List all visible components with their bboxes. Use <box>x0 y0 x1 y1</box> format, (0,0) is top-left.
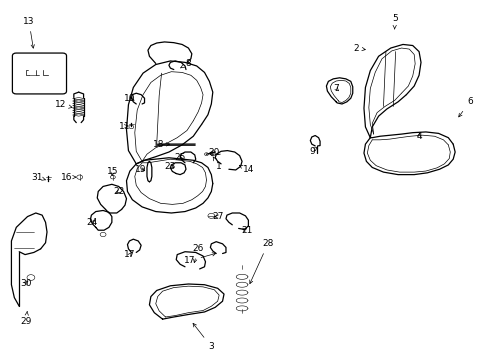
Text: 5: 5 <box>391 14 397 29</box>
FancyBboxPatch shape <box>12 53 66 94</box>
Text: 10: 10 <box>124 94 135 103</box>
Text: 22: 22 <box>113 187 124 196</box>
Text: 29: 29 <box>20 311 32 326</box>
Text: 31: 31 <box>31 173 46 182</box>
Text: 24: 24 <box>86 218 98 227</box>
Text: 8: 8 <box>180 59 191 68</box>
Text: 12: 12 <box>54 100 72 109</box>
Text: 23: 23 <box>164 162 176 171</box>
Text: 17: 17 <box>124 250 135 259</box>
Text: 11: 11 <box>119 122 130 131</box>
Text: 21: 21 <box>241 226 252 235</box>
Text: 9: 9 <box>308 147 317 156</box>
Text: 20: 20 <box>208 148 220 157</box>
Text: 3: 3 <box>193 323 214 351</box>
Text: 4: 4 <box>415 132 421 141</box>
Text: 1: 1 <box>213 157 222 171</box>
Text: 15: 15 <box>107 167 119 176</box>
Text: 13: 13 <box>23 17 35 48</box>
Text: 30: 30 <box>20 279 32 288</box>
Text: 17: 17 <box>184 253 215 265</box>
Text: 27: 27 <box>212 212 223 221</box>
Text: 19: 19 <box>135 165 146 174</box>
Text: 14: 14 <box>239 165 254 175</box>
Text: 28: 28 <box>249 239 273 284</box>
Text: 16: 16 <box>61 173 76 182</box>
Text: 6: 6 <box>458 97 472 117</box>
Text: 18: 18 <box>153 140 169 149</box>
Text: 26: 26 <box>192 244 203 263</box>
Text: 25: 25 <box>174 153 185 162</box>
Text: 7: 7 <box>333 84 338 93</box>
Text: 2: 2 <box>352 44 365 53</box>
